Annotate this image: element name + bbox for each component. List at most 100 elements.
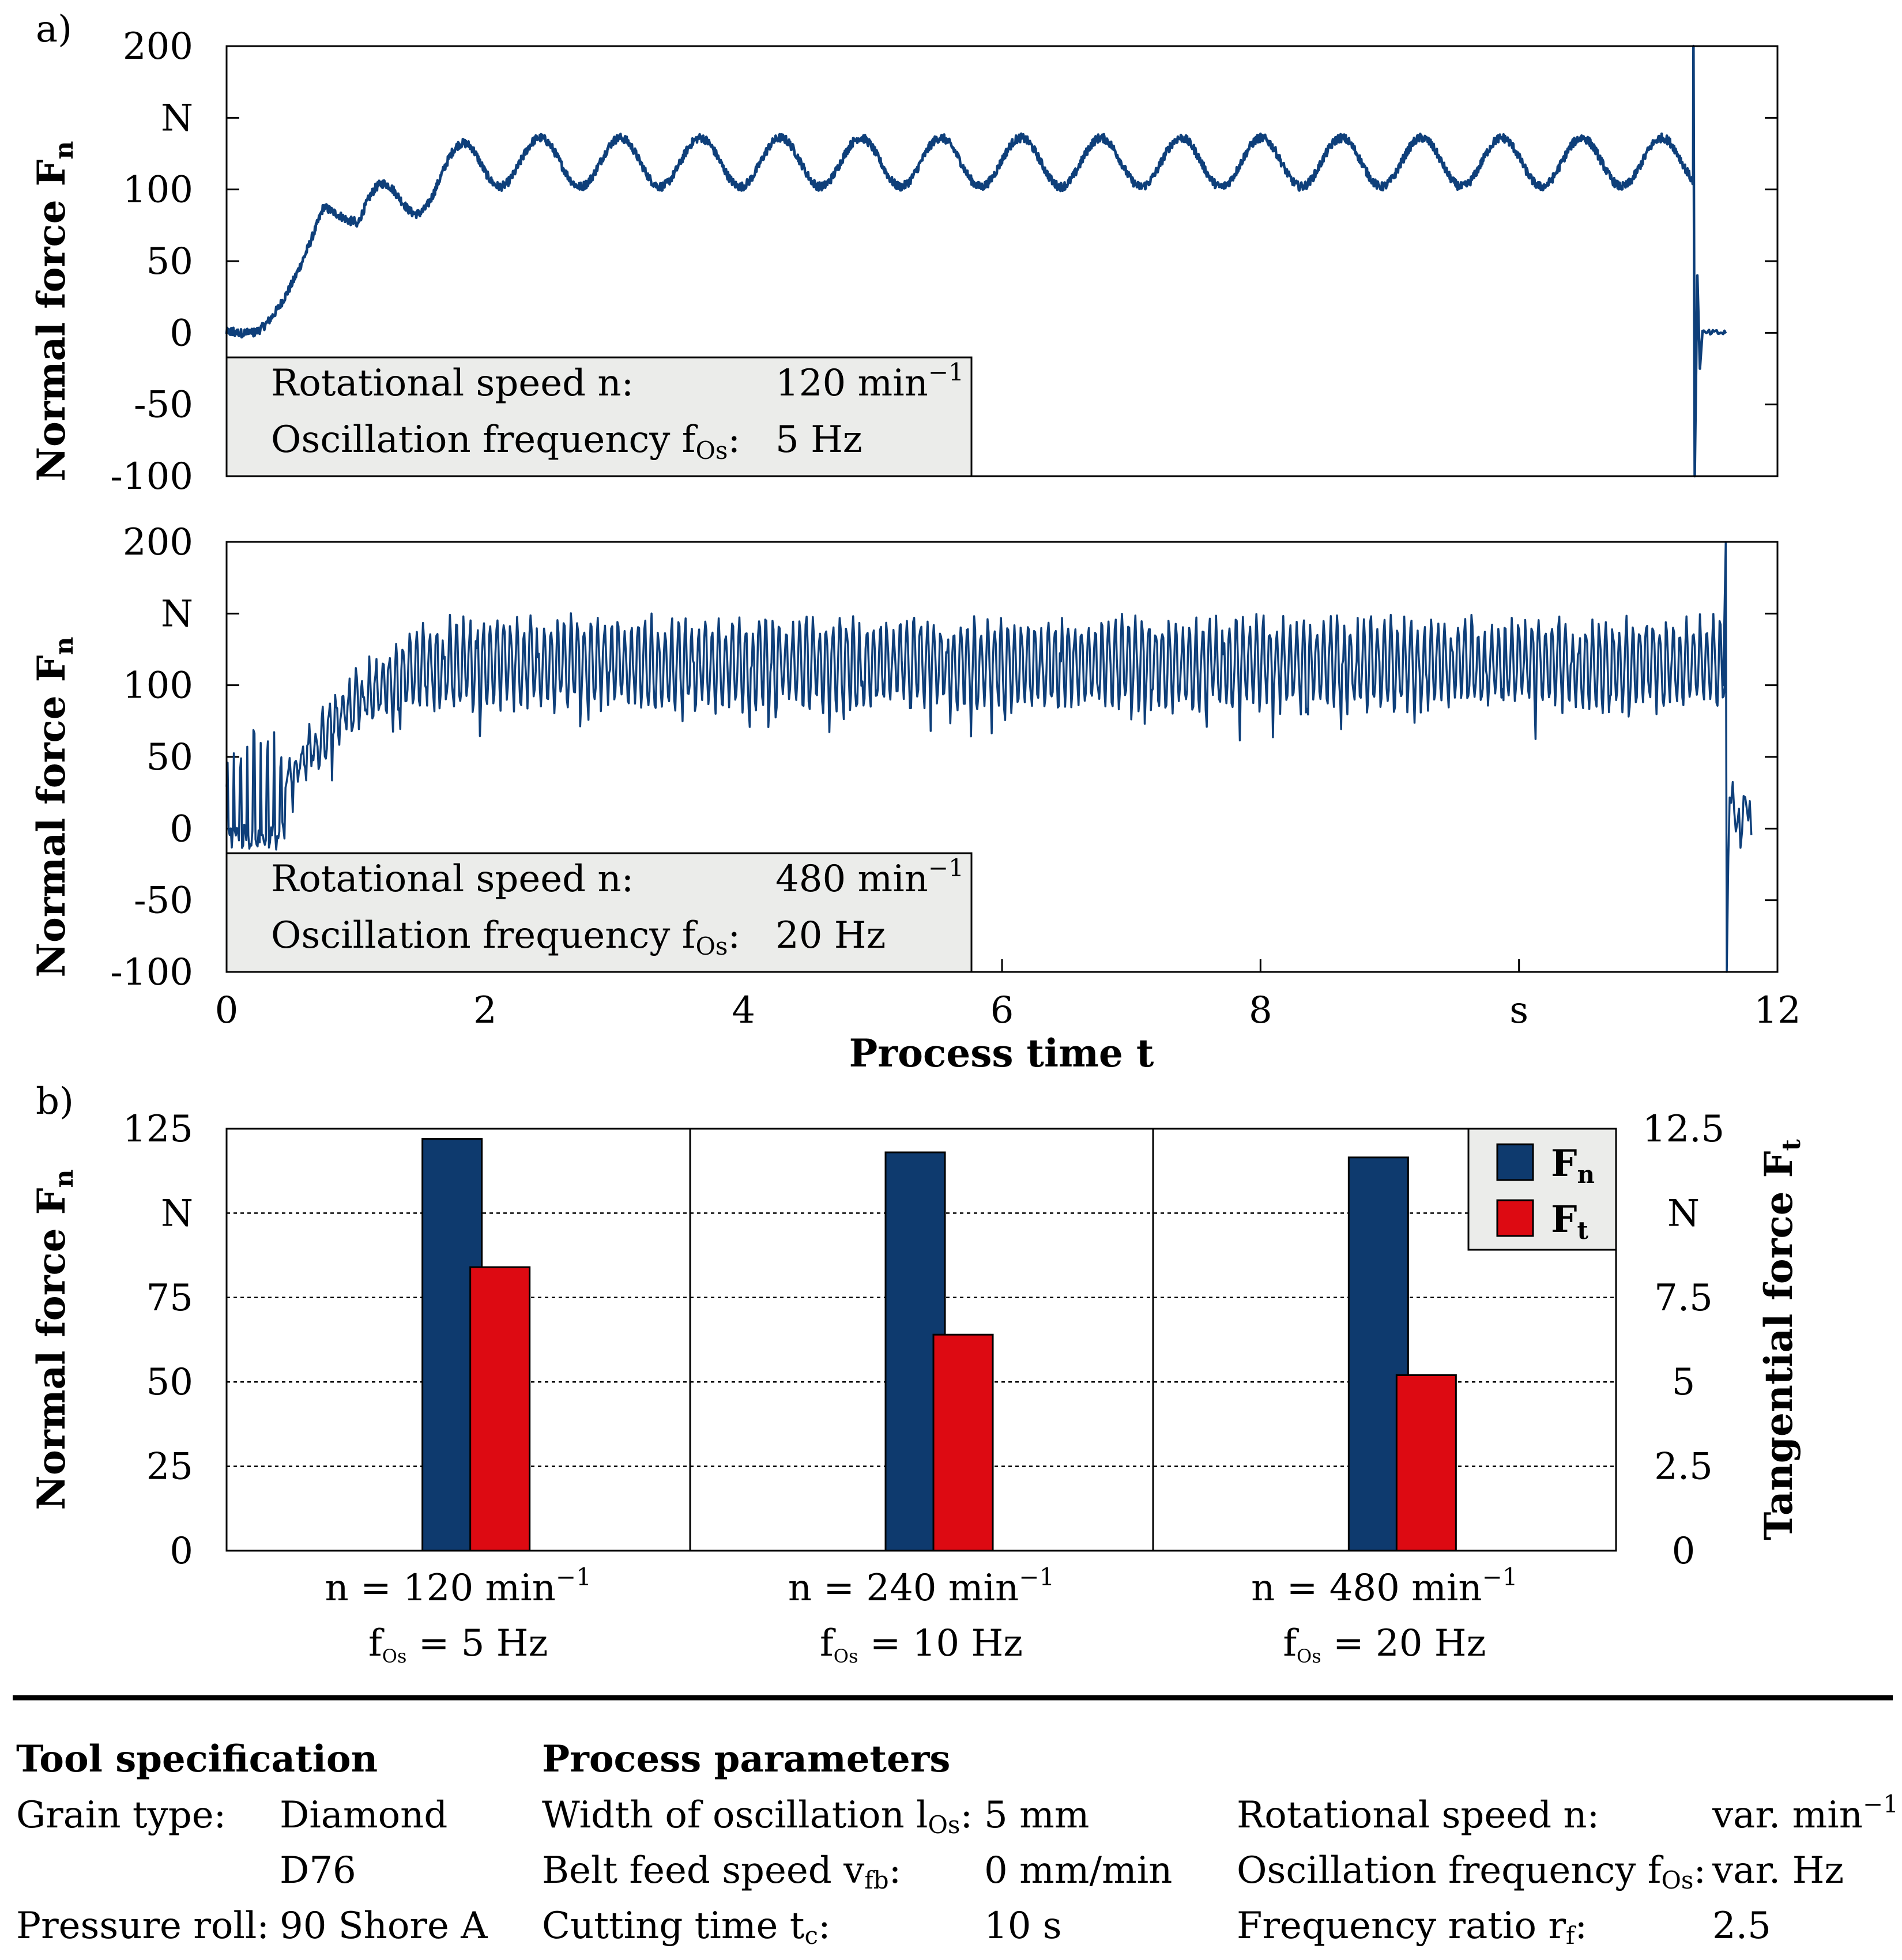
y-tick-label: 0 — [170, 312, 193, 355]
middle-y-tick-labels: 200 N 100 50 0 -50 -100 — [110, 521, 193, 994]
y-tick-label: 200 — [123, 521, 193, 564]
middle-series-line — [225, 541, 1753, 973]
legend-label-fn: Fn — [1551, 1142, 1595, 1189]
process-mid-row-3-value: 10 s — [984, 1905, 1062, 1947]
y-tick-label: 0 — [170, 808, 193, 850]
category-frequency-sub: Os — [834, 1645, 858, 1667]
tool-row-3-label: Pressure roll: — [16, 1905, 269, 1947]
bar-right-tick-label: 7.5 — [1654, 1277, 1713, 1320]
category-speed-text: n = 120 min — [325, 1567, 556, 1610]
process-right-row-3-label: Frequency ratio rf: — [1237, 1905, 1588, 1950]
tool-specification-header: Tool specification — [16, 1737, 378, 1781]
legend-swatch-fn — [1496, 1143, 1534, 1181]
y-tick-label: -50 — [134, 880, 193, 922]
top-legend-row2-label: Oscillation frequency fOs: — [271, 419, 740, 465]
y-tick-label: 100 — [123, 169, 193, 212]
top-legend-row1-value: 120 min−1 — [775, 358, 964, 405]
process-right-row-2-value: var. Hz — [1712, 1849, 1844, 1892]
tool-row-3-value: 90 Shore A — [280, 1905, 488, 1947]
category-frequency-prefix: f — [820, 1622, 836, 1665]
category-label-speed: n = 240 min−1 — [788, 1563, 1054, 1610]
middle-legend-row2-value: 20 Hz — [775, 914, 886, 957]
top-line-chart: 200 N 100 50 0 -50 -100 Normal force Fn Rotati… — [29, 25, 1779, 498]
category-speed-sup: −1 — [556, 1563, 592, 1591]
middle-x-axis-label: Process time t — [849, 1031, 1154, 1076]
category-label-frequency: fOs = 20 Hz — [1283, 1622, 1486, 1667]
process-parameters-header: Process parameters — [542, 1737, 951, 1781]
top-legend-box — [225, 356, 973, 477]
top-y-tick-labels: 200 N 100 50 0 -50 -100 — [110, 25, 193, 498]
middle-line-chart: 200 N 100 50 0 -50 -100 0 2 4 6 8 s 12 Normal force … — [29, 521, 1801, 1076]
y-tick-label: N — [161, 97, 193, 140]
middle-legend-row1-label: Rotational speed n: — [271, 858, 634, 900]
process-mid-row-1-label: Width of oscillation lOs: — [542, 1794, 973, 1839]
x-tick-label: s — [1509, 989, 1528, 1032]
process-right-row-1-value: var. min−1 — [1712, 1790, 1899, 1837]
category-label-frequency: fOs = 10 Hz — [820, 1622, 1023, 1667]
panel-label-a: a) — [36, 8, 72, 51]
bar-right-tick-label: 12.5 — [1643, 1108, 1725, 1151]
category-frequency-value: = 10 Hz — [858, 1622, 1023, 1665]
category-frequency-value: = 20 Hz — [1321, 1622, 1486, 1665]
category-speed-sup: −1 — [1019, 1563, 1054, 1591]
process-mid-row-2-value: 0 mm/min — [984, 1849, 1173, 1892]
tool-row-1-label: Grain type: — [16, 1794, 227, 1837]
y-tick-label: 100 — [123, 665, 193, 707]
x-tick-label: 4 — [732, 989, 755, 1032]
bar-left-tick-label: 25 — [146, 1446, 193, 1488]
category-frequency-prefix: f — [1283, 1622, 1299, 1665]
middle-plot-frame — [225, 541, 1779, 973]
bar-marks — [421, 1138, 1457, 1552]
category-frequency-value: = 5 Hz — [406, 1622, 548, 1665]
category-label-speed: n = 120 min−1 — [325, 1563, 592, 1610]
bar-right-tick-label: 2.5 — [1654, 1446, 1713, 1488]
top-y-axis-label: Normal force Fn — [29, 141, 79, 482]
middle-x-tick-labels: 0 2 4 6 8 s 12 — [215, 989, 1801, 1032]
bar-left-tick-label: 0 — [170, 1530, 193, 1573]
bar-left-axis-label: Normal force Fn — [29, 1170, 79, 1510]
bar-left-tick-label: 125 — [123, 1108, 193, 1151]
legend-swatch-ft — [1496, 1199, 1534, 1237]
middle-legend-row1-value: 480 min−1 — [775, 854, 964, 900]
bar-legend-box — [1467, 1128, 1617, 1251]
category-label-speed: n = 480 min−1 — [1251, 1563, 1517, 1610]
bar-left-tick-labels: 125 N 75 50 25 0 — [123, 1108, 193, 1573]
process-mid-row-2-label: Belt feed speed vfb: — [542, 1849, 902, 1894]
y-tick-label: -100 — [110, 455, 193, 498]
top-series-line — [225, 44, 1727, 478]
bar-left-tick-label: 75 — [146, 1277, 193, 1320]
bar-right-axis-label: Tangential force Ft — [1756, 1139, 1806, 1540]
process-right-row-3-value: 2.5 — [1712, 1905, 1771, 1947]
category-frequency-sub: Os — [382, 1645, 407, 1667]
x-tick-label: 12 — [1754, 989, 1801, 1032]
middle-legend-row2-label: Oscillation frequency fOs: — [271, 914, 740, 960]
bar-ft-1 — [469, 1266, 531, 1552]
bar-ft-2 — [932, 1333, 994, 1552]
top-plot-frame — [225, 45, 1779, 477]
bar-left-tick-label: N — [161, 1192, 193, 1235]
x-tick-label: 8 — [1249, 989, 1272, 1032]
x-tick-label: 6 — [990, 989, 1014, 1032]
category-speed-sup: −1 — [1482, 1563, 1518, 1591]
middle-legend-box — [225, 852, 973, 973]
category-label-frequency: fOs = 5 Hz — [368, 1622, 548, 1667]
legend-label-ft: Ft — [1551, 1198, 1588, 1245]
tool-row-2-value: D76 — [280, 1849, 356, 1892]
panel-label-b: b) — [36, 1080, 74, 1123]
bar-right-tick-label: N — [1667, 1192, 1700, 1235]
category-speed-text: n = 480 min — [1251, 1567, 1482, 1610]
x-tick-label: 2 — [473, 989, 497, 1032]
category-frequency-sub: Os — [1297, 1645, 1321, 1667]
y-tick-label: 50 — [146, 240, 193, 283]
bar-right-tick-labels: 12.5 N 7.5 5 2.5 0 — [1643, 1108, 1725, 1573]
y-tick-label: -100 — [110, 951, 193, 994]
process-right-row-2-label: Oscillation frequency fOs: — [1237, 1849, 1707, 1894]
process-right-row-1-label: Rotational speed n: — [1237, 1794, 1600, 1837]
bar-plot-frame — [225, 1128, 1617, 1552]
top-legend-row1-label: Rotational speed n: — [271, 362, 634, 405]
middle-y-axis-label: Normal force Fn — [29, 637, 79, 978]
y-tick-label: 50 — [146, 736, 193, 779]
